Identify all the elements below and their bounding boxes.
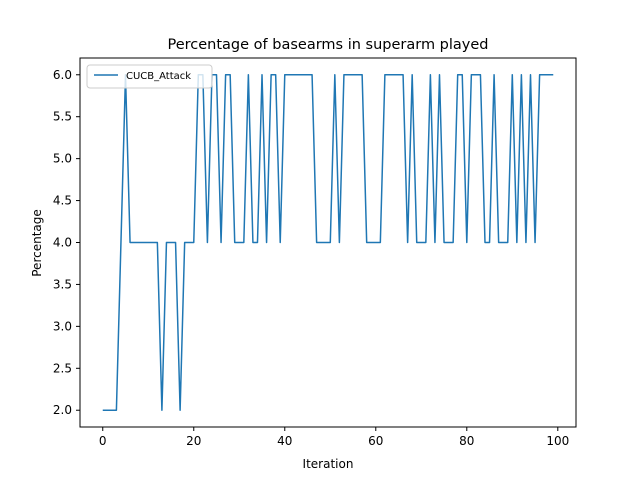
x-axis: 0 20 40 60 80 100 [99,427,569,448]
x-tick-label: 20 [186,434,201,448]
x-tick-label: 60 [368,434,383,448]
y-tick-label: 3.0 [53,319,72,333]
legend-label: CUCB_Attack [126,71,191,82]
x-tick-label: 40 [277,434,292,448]
legend: CUCB_Attack [86,64,213,89]
legend-box [86,64,213,89]
y-tick-label: 5.5 [53,110,72,124]
y-axis-title: Percentage [30,209,44,277]
chart-title: Percentage of basearms in superarm playe… [167,37,488,53]
series-line-0 [102,74,554,411]
x-tick-label: 0 [99,434,107,448]
y-tick-label: 6.0 [53,68,72,82]
x-tick-label: 80 [459,434,474,448]
x-tick-label: 100 [546,434,569,448]
y-tick-label: 4.5 [53,194,72,208]
y-tick-label: 3.5 [53,277,72,291]
y-tick-label: 5.0 [53,152,72,166]
y-tick-label: 4.0 [53,236,72,250]
x-axis-title: Iteration [303,457,354,471]
y-tick-label: 2.5 [53,361,72,375]
y-axis: 2.0 2.5 3.0 3.5 4.0 4.5 5.0 5.5 6.0 [53,68,80,417]
series-layer [102,74,554,411]
y-tick-label: 2.0 [53,403,72,417]
